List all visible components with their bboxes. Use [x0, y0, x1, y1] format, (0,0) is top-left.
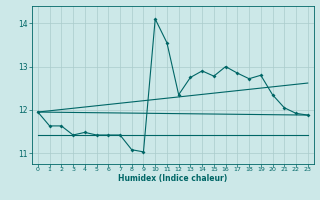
X-axis label: Humidex (Indice chaleur): Humidex (Indice chaleur) [118, 174, 228, 183]
